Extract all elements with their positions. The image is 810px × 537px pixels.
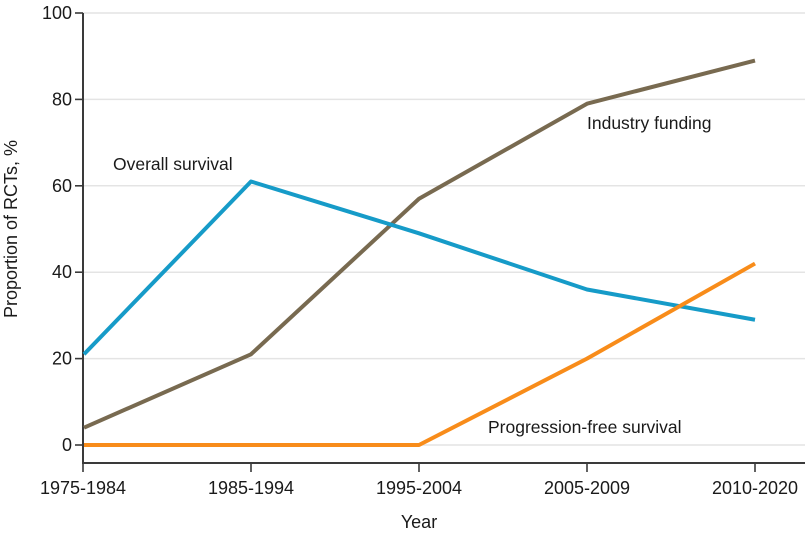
series-label-progression-free-survival: Progression-free survival	[488, 417, 682, 437]
y-tick-label-100: 100	[42, 3, 72, 23]
series-line-progression-free-survival	[84, 261, 756, 447]
series-line-overall-survival	[82, 179, 756, 356]
y-tick-label-20: 20	[52, 349, 72, 369]
y-tick-label-40: 40	[52, 262, 72, 282]
x-tick-label-2005-2009: 2005-2009	[544, 478, 630, 498]
series-label-overall-survival: Overall survival	[113, 154, 233, 174]
x-tick-label-1975-1984: 1975-1984	[40, 478, 126, 498]
y-tick-label-60: 60	[52, 176, 72, 196]
x-axis-title: Year	[401, 512, 437, 532]
x-tick-label-1985-1994: 1985-1994	[208, 478, 294, 498]
x-tick-label-2010-2020: 2010-2020	[712, 478, 798, 498]
y-tick-label-0: 0	[62, 435, 72, 455]
series-label-industry-funding: Industry funding	[587, 113, 712, 133]
x-tick-label-1995-2004: 1995-2004	[376, 478, 462, 498]
y-axis-title: Proportion of RCTs, %	[1, 140, 21, 318]
series-line-industry-funding	[83, 58, 756, 430]
y-tick-label-80: 80	[52, 89, 72, 109]
